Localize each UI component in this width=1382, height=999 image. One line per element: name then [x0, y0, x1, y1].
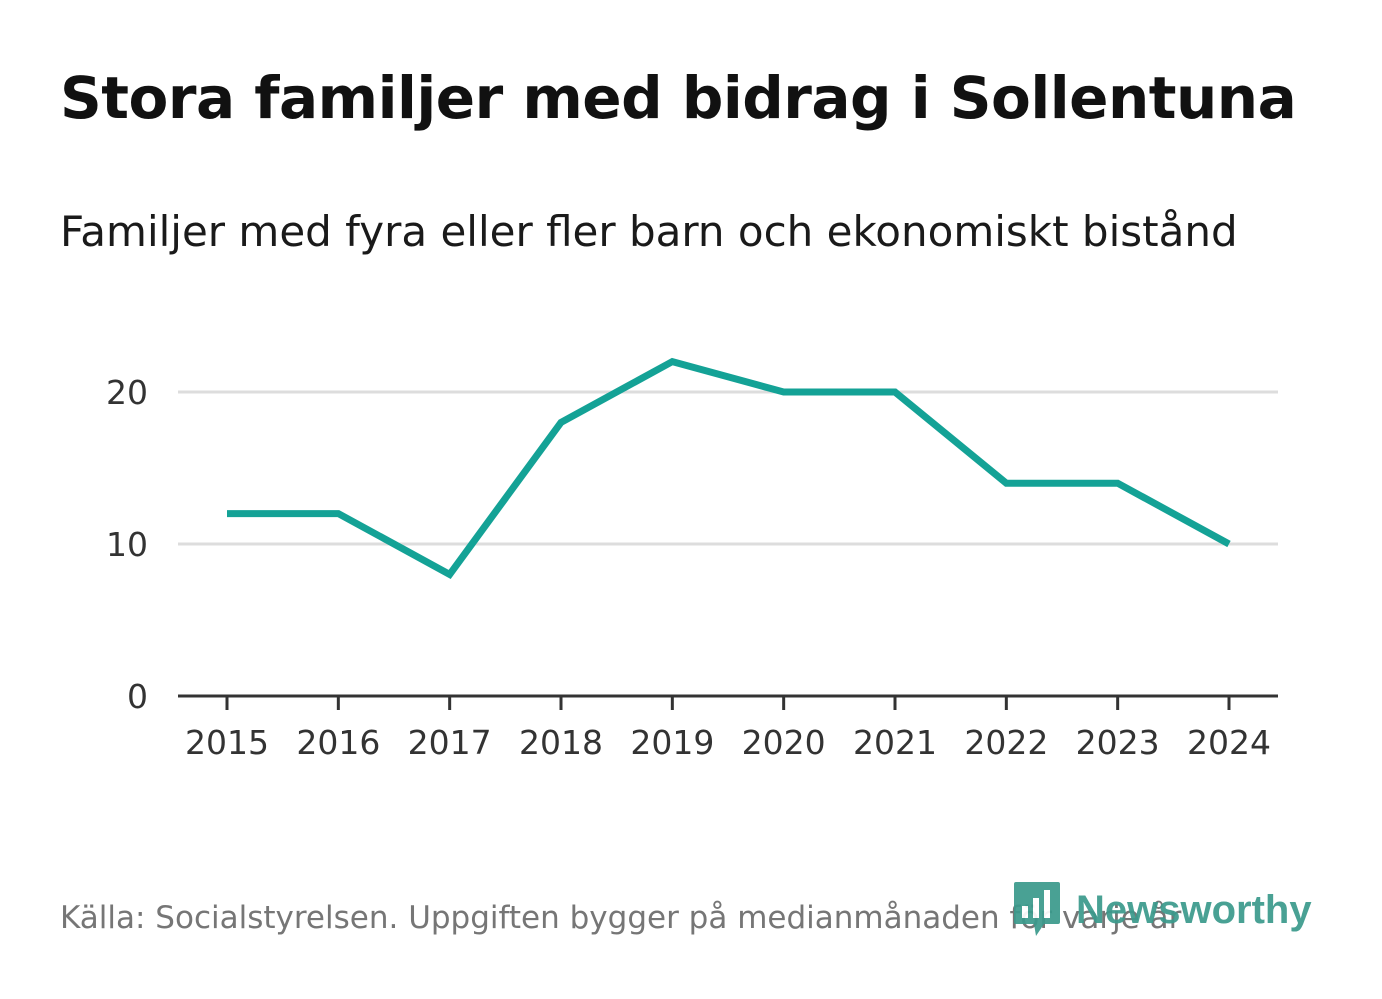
x-tick-label: 2020 — [742, 723, 826, 762]
newsworthy-logo-icon — [1014, 882, 1060, 936]
brand-name: Newsworthy — [1076, 887, 1312, 932]
y-tick-label: 10 — [106, 525, 148, 564]
line-chart: 0 10 20 2015 2016 2017 2018 2019 2020 2021 2022 202… — [106, 357, 1278, 762]
series-line — [227, 357, 1231, 579]
series-layer — [227, 357, 1231, 579]
grid-layer — [178, 390, 1278, 546]
axis-layer — [178, 694, 1278, 710]
source-note: Källa: Socialstyrelsen. Uppgiften bygger… — [60, 900, 1182, 936]
x-tick-label: 2022 — [964, 723, 1048, 762]
y-tick-label: 0 — [127, 677, 148, 716]
x-tick-label: 2023 — [1076, 723, 1160, 762]
label-layer: 0 10 20 2015 2016 2017 2018 2019 2020 2021 2022 202… — [106, 373, 1271, 762]
y-tick-label: 20 — [106, 373, 148, 412]
x-tick-label: 2016 — [296, 723, 380, 762]
x-tick-label: 2021 — [853, 723, 937, 762]
x-tick-label: 2017 — [408, 723, 492, 762]
x-tick-label: 2019 — [630, 723, 714, 762]
chart-title: Stora familjer med bidrag i Sollentuna — [60, 64, 1297, 132]
x-tick-label: 2015 — [185, 723, 269, 762]
brand-logo: Newsworthy — [1012, 880, 1312, 940]
x-tick-label: 2018 — [519, 723, 603, 762]
chart-subtitle: Familjer med fyra eller fler barn och ek… — [60, 207, 1238, 256]
x-tick-label: 2024 — [1187, 723, 1271, 762]
